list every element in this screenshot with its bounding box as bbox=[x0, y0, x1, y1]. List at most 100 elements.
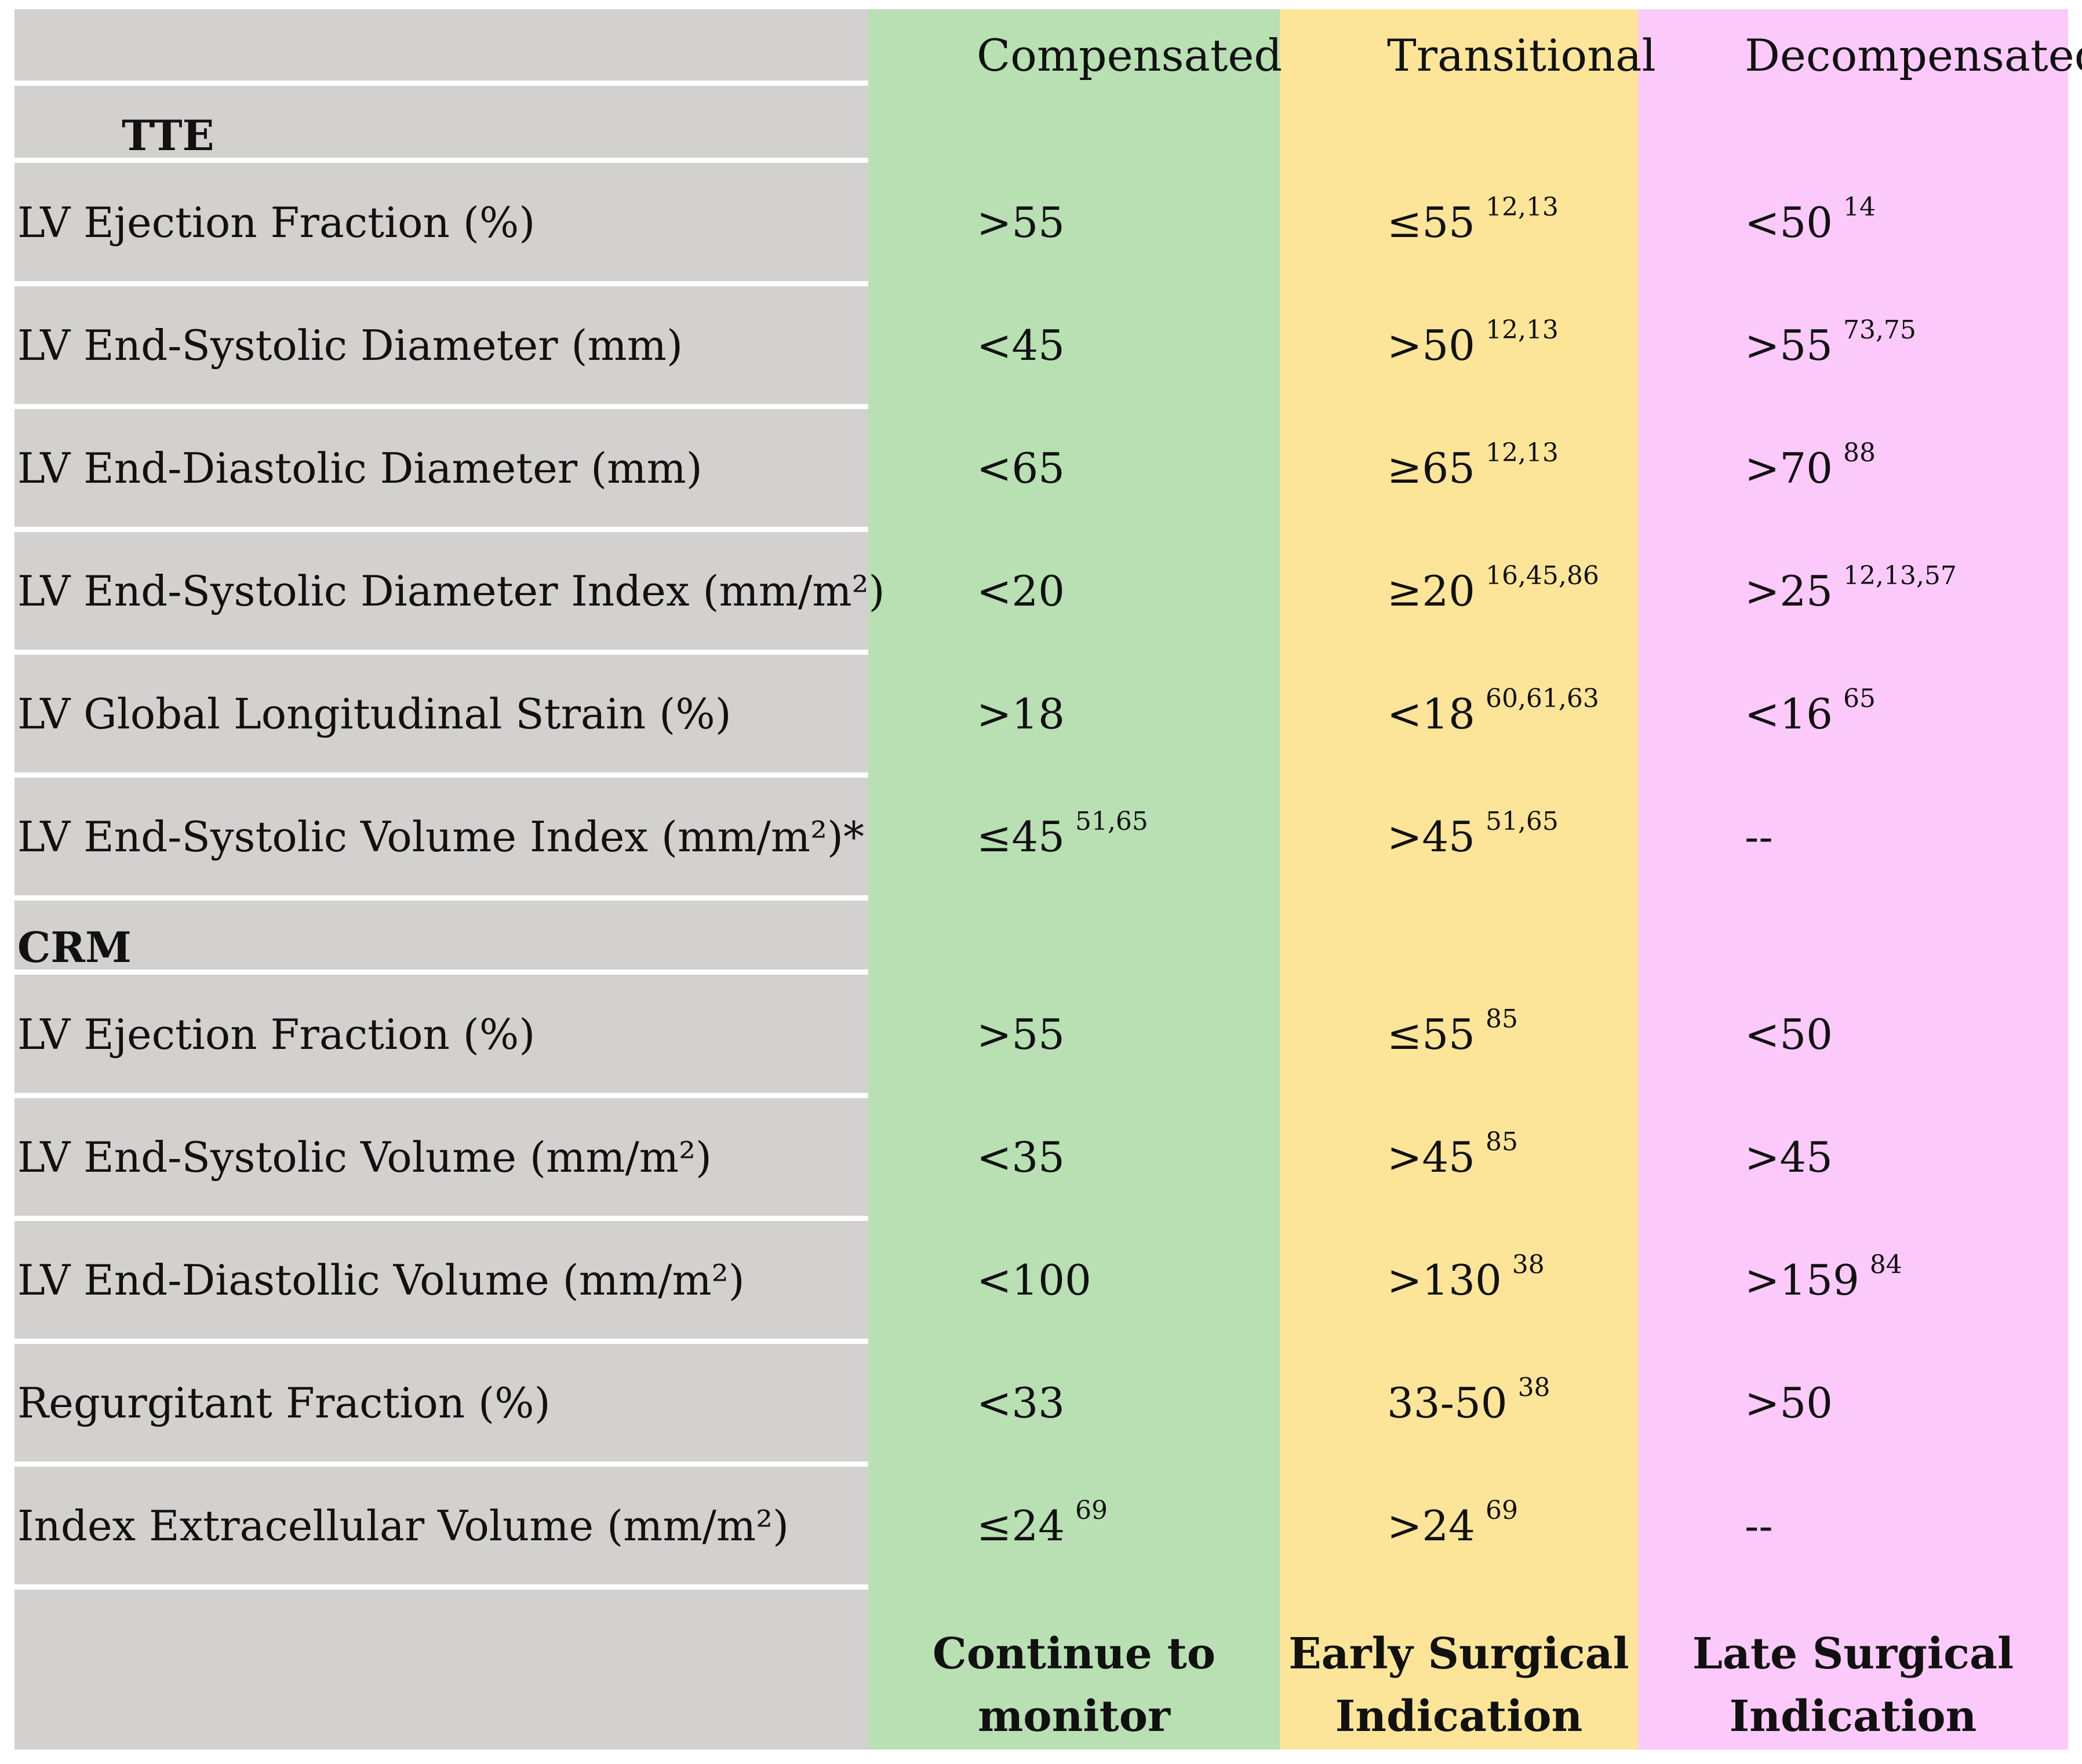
decompensated-column-band bbox=[1638, 9, 2068, 1750]
header-compensated: Compensated bbox=[977, 30, 1283, 81]
reference-superscript: 69 bbox=[1075, 1495, 1108, 1525]
row-value: >130 38 bbox=[1387, 1221, 1545, 1339]
row-separator bbox=[14, 281, 868, 286]
row-separator bbox=[14, 158, 868, 163]
row-value: <50 bbox=[1745, 975, 1833, 1093]
reference-superscript: 12,13 bbox=[1485, 192, 1559, 222]
row-value: >50 bbox=[1745, 1344, 1833, 1462]
row-separator bbox=[14, 404, 868, 409]
row-value: <33 bbox=[977, 1344, 1065, 1462]
row-label: LV End-Diastollic Volume (mm/m²) bbox=[17, 1255, 745, 1304]
value-text: >50 bbox=[1745, 1378, 1833, 1427]
value-text: >55 bbox=[1745, 320, 1833, 370]
label-column-band bbox=[14, 9, 868, 1750]
value-text: >70 bbox=[1745, 443, 1833, 493]
value-text: <50 bbox=[1745, 1009, 1833, 1059]
row-label: LV End-Systolic Diameter Index (mm/m²) bbox=[17, 566, 885, 615]
value-text: >159 bbox=[1745, 1255, 1859, 1304]
row-value: ≥65 12,13 bbox=[1387, 409, 1559, 527]
value-text: ≤45 bbox=[977, 812, 1065, 861]
reference-superscript: 65 bbox=[1843, 683, 1876, 713]
row-value: >24 69 bbox=[1387, 1467, 1518, 1584]
reference-superscript: 84 bbox=[1869, 1249, 1902, 1280]
value-text: <18 bbox=[1387, 689, 1475, 738]
row-value: ≤55 85 bbox=[1387, 975, 1518, 1093]
value-text: ≤24 bbox=[977, 1501, 1065, 1550]
recommendation-transitional: Early Surgical Indication bbox=[1288, 1629, 1629, 1741]
header-decompensated: Decompensated bbox=[1745, 30, 2082, 81]
reference-superscript: 85 bbox=[1485, 1127, 1518, 1157]
transitional-column-band bbox=[1280, 9, 1638, 1750]
row-separator bbox=[14, 1584, 868, 1590]
row-value: >18 bbox=[977, 655, 1065, 772]
value-text: -- bbox=[1745, 812, 1773, 861]
reference-superscript: 38 bbox=[1512, 1249, 1545, 1280]
value-text: <35 bbox=[977, 1132, 1065, 1182]
value-text: <20 bbox=[977, 566, 1065, 615]
row-separator bbox=[14, 1462, 868, 1467]
value-text: ≥20 bbox=[1387, 566, 1475, 615]
value-text: <45 bbox=[977, 320, 1065, 370]
value-text: >50 bbox=[1387, 320, 1475, 370]
reference-superscript: 38 bbox=[1517, 1372, 1550, 1402]
row-value: <35 bbox=[977, 1098, 1065, 1216]
value-text: >55 bbox=[977, 198, 1065, 247]
value-text: >45 bbox=[1745, 1132, 1833, 1182]
value-text: >45 bbox=[1387, 812, 1475, 861]
row-value: >45 85 bbox=[1387, 1098, 1518, 1216]
row-value: <100 bbox=[977, 1221, 1091, 1339]
row-separator bbox=[14, 772, 868, 778]
value-text: >55 bbox=[977, 1009, 1065, 1059]
value-text: <100 bbox=[977, 1255, 1091, 1304]
value-text: 33-50 bbox=[1387, 1378, 1508, 1427]
value-text: ≥65 bbox=[1387, 443, 1475, 493]
row-label: LV End-Diastolic Diameter (mm) bbox=[17, 443, 703, 493]
row-value: <65 bbox=[977, 409, 1065, 527]
reference-superscript: 51,65 bbox=[1485, 806, 1559, 836]
reference-superscript: 69 bbox=[1485, 1495, 1518, 1525]
section-title-tte: TTE bbox=[122, 111, 214, 160]
row-value: >50 12,13 bbox=[1387, 286, 1559, 404]
reference-superscript: 88 bbox=[1843, 438, 1876, 468]
row-value: <16 65 bbox=[1745, 655, 1876, 772]
row-value: 33-50 38 bbox=[1387, 1344, 1550, 1462]
value-text: <16 bbox=[1745, 689, 1833, 738]
row-value: >45 bbox=[1745, 1098, 1833, 1216]
recommendation-decompensated: Late Surgical Indication bbox=[1692, 1629, 2014, 1741]
value-text: >25 bbox=[1745, 566, 1833, 615]
row-separator bbox=[14, 1216, 868, 1221]
row-value: <50 14 bbox=[1745, 163, 1876, 281]
row-value: -- bbox=[1745, 778, 1773, 895]
reference-superscript: 60,61,63 bbox=[1485, 683, 1599, 713]
row-separator bbox=[14, 1093, 868, 1098]
row-value: <20 bbox=[977, 532, 1065, 650]
row-value: ≥20 16,45,86 bbox=[1387, 532, 1599, 650]
row-value: >55 73,75 bbox=[1745, 286, 1916, 404]
value-text: >18 bbox=[977, 689, 1065, 738]
row-label: LV Ejection Fraction (%) bbox=[17, 198, 536, 247]
row-label: LV End-Systolic Diameter (mm) bbox=[17, 320, 683, 370]
value-text: -- bbox=[1745, 1501, 1773, 1550]
value-text: >24 bbox=[1387, 1501, 1475, 1550]
row-label: LV Ejection Fraction (%) bbox=[17, 1009, 536, 1059]
row-value: ≤24 69 bbox=[977, 1467, 1108, 1584]
value-text: >45 bbox=[1387, 1132, 1475, 1182]
row-value: ≤55 12,13 bbox=[1387, 163, 1559, 281]
row-label: Regurgitant Fraction (%) bbox=[17, 1378, 551, 1427]
row-label: LV End-Systolic Volume (mm/m²) bbox=[17, 1132, 712, 1182]
reference-superscript: 16,45,86 bbox=[1485, 560, 1599, 591]
reference-superscript: 12,13 bbox=[1485, 438, 1559, 468]
row-label: LV Global Longitudinal Strain (%) bbox=[17, 689, 731, 738]
row-separator bbox=[14, 895, 868, 901]
row-value: >55 bbox=[977, 163, 1065, 281]
reference-superscript: 12,13 bbox=[1485, 315, 1559, 345]
reference-superscript: 12,13,57 bbox=[1843, 560, 1957, 591]
row-value: -- bbox=[1745, 1467, 1773, 1584]
row-value: >159 84 bbox=[1745, 1221, 1902, 1339]
row-separator bbox=[14, 527, 868, 532]
row-label: Index Extracellular Volume (mm/m²) bbox=[17, 1501, 789, 1550]
reference-superscript: 85 bbox=[1485, 1004, 1518, 1034]
value-text: ≤55 bbox=[1387, 198, 1475, 247]
header-transitional: Transitional bbox=[1387, 30, 1656, 81]
